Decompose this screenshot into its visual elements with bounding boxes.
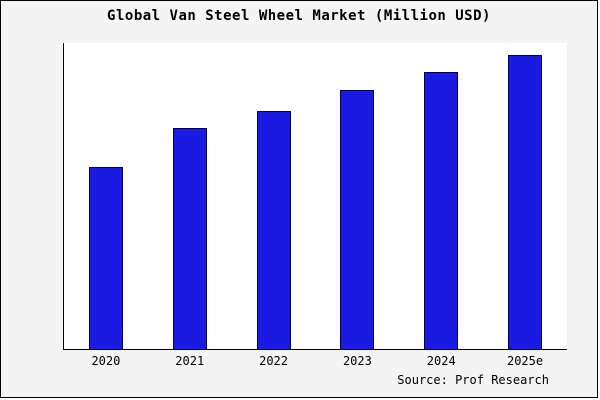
x-tick-2021: 2021 — [175, 354, 205, 368]
bar-column-2021 — [172, 43, 207, 349]
x-axis-tick-labels: 2020 2021 2022 2023 2024 2025e — [64, 354, 567, 368]
bar-column-2025e — [508, 43, 543, 349]
x-tick-2024: 2024 — [426, 354, 456, 368]
source-text: Source: Prof Research — [397, 373, 549, 387]
bar-column-2024 — [424, 43, 459, 349]
bar-2024 — [424, 72, 459, 349]
x-tick-2023: 2023 — [342, 354, 372, 368]
bar-column-2020 — [88, 43, 123, 349]
plot-area — [63, 43, 567, 350]
x-tick-2020: 2020 — [91, 354, 121, 368]
bar-column-2023 — [340, 43, 375, 349]
bar-2023 — [340, 90, 375, 349]
bar-column-2022 — [256, 43, 291, 349]
x-tick-2022: 2022 — [259, 354, 289, 368]
x-tick-2025e: 2025e — [506, 354, 544, 368]
chart-title: Global Van Steel Wheel Market (Million U… — [107, 8, 491, 24]
bar-2022 — [256, 110, 291, 349]
bar-2025e — [508, 54, 543, 349]
bar-2020 — [88, 166, 123, 349]
bar-2021 — [172, 128, 207, 349]
bars-row — [64, 43, 567, 349]
